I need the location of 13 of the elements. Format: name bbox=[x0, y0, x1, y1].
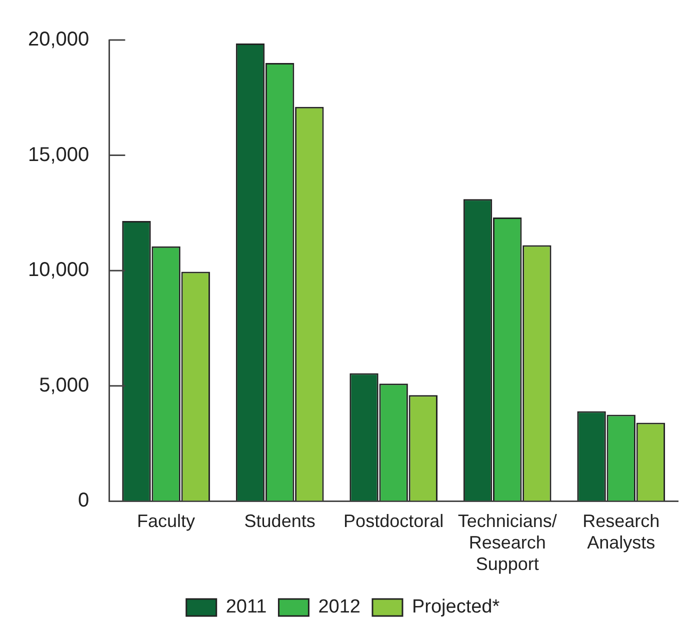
x-tick-label: Students bbox=[244, 510, 316, 531]
x-tick-label: Faculty bbox=[137, 510, 196, 531]
x-tick-label: Technicians/ Research Support bbox=[458, 510, 557, 574]
legend-label: Projected* bbox=[412, 596, 500, 618]
y-tick-label: 15,000 bbox=[28, 144, 90, 166]
legend-label: 2011 bbox=[226, 596, 267, 618]
legend-label: 2012 bbox=[318, 596, 360, 618]
y-tick-label: 5,000 bbox=[39, 374, 90, 396]
y-tick-label: 20,000 bbox=[28, 28, 90, 51]
x-tick-label: Research Analysts bbox=[582, 510, 660, 553]
x-tick-label: Postdoctoral bbox=[344, 510, 444, 531]
y-tick-label: 10,000 bbox=[28, 259, 90, 282]
y-tick-label: 0 bbox=[78, 490, 90, 512]
